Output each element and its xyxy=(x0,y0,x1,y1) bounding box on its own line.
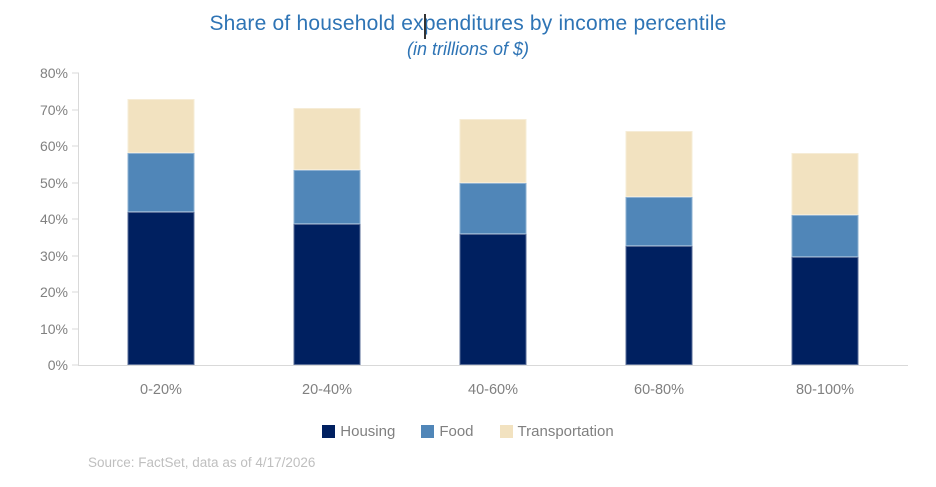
y-tick-mark xyxy=(72,145,79,147)
y-tick-label: 30% xyxy=(39,247,68,264)
legend-swatch-icon xyxy=(322,425,336,438)
bar-segment-housing[interactable] xyxy=(459,233,527,365)
y-tick-mark xyxy=(72,328,79,329)
bar-group-0-20% xyxy=(127,73,195,365)
bar-segment-food[interactable] xyxy=(293,169,361,225)
bar-segment-transportation[interactable] xyxy=(293,107,361,170)
bar-segment-housing[interactable] xyxy=(625,246,693,365)
bar-segment-transportation[interactable] xyxy=(625,131,693,198)
y-tick-mark xyxy=(72,109,79,110)
y-tick-mark xyxy=(72,255,79,256)
text-cursor xyxy=(424,14,426,39)
bar-group-40-60% xyxy=(459,73,527,365)
bar-segment-food[interactable] xyxy=(127,153,195,212)
y-tick-label: 40% xyxy=(39,211,68,227)
bar-segment-housing[interactable] xyxy=(127,211,195,365)
x-tick-label: 40-60% xyxy=(468,382,518,398)
chart-header: Share of household expenditures by incom… xyxy=(0,10,936,60)
y-axis-line xyxy=(72,72,79,366)
y-tick-label: 70% xyxy=(39,101,68,118)
x-tick-label: 20-40% xyxy=(302,382,352,398)
y-tick-mark xyxy=(72,72,79,74)
bar-segment-food[interactable] xyxy=(791,215,859,258)
bar-segment-food[interactable] xyxy=(625,197,693,247)
source-note: Source: FactSet, data as of 4/17/2026 xyxy=(88,455,316,470)
y-tick-label: 10% xyxy=(39,320,68,337)
y-tick-label: 20% xyxy=(39,284,68,300)
legend: Housing Food Transportation xyxy=(0,423,936,440)
bar-group-20-40% xyxy=(293,73,361,365)
bar-segment-food[interactable] xyxy=(459,182,527,234)
bar-group-60-80% xyxy=(625,73,693,365)
x-tick-label: 60-80% xyxy=(634,382,684,398)
legend-label: Transportation xyxy=(517,423,614,440)
y-tick-label: 0% xyxy=(47,357,68,373)
bar-segment-housing[interactable] xyxy=(791,257,859,365)
plot-area xyxy=(78,73,908,366)
chart-title[interactable]: Share of household expenditures by incom… xyxy=(209,12,727,35)
legend-swatch-icon xyxy=(499,425,513,438)
y-tick-label: 80% xyxy=(39,65,68,81)
y-tick-label: 60% xyxy=(39,138,68,154)
x-tick-label: 0-20% xyxy=(140,382,182,398)
bar-group-80-100% xyxy=(791,73,859,365)
bar-segment-transportation[interactable] xyxy=(791,153,859,216)
y-tick-mark xyxy=(72,291,79,293)
y-tick-mark xyxy=(72,364,79,366)
y-tick-mark xyxy=(72,182,79,183)
y-tick-mark xyxy=(72,218,79,220)
legend-item-housing[interactable]: Housing xyxy=(322,423,395,440)
legend-swatch-icon xyxy=(421,425,435,438)
y-axis-labels: 0% 10% 20% 30% 40% 50% 60% 70% 80% xyxy=(0,66,68,372)
legend-label: Food xyxy=(439,423,474,440)
legend-item-transportation[interactable]: Transportation xyxy=(499,423,614,440)
x-tick-label: 80-100% xyxy=(795,382,855,398)
y-tick-label: 50% xyxy=(39,174,68,191)
legend-label: Housing xyxy=(340,423,396,440)
bar-segment-housing[interactable] xyxy=(293,224,361,365)
x-axis-labels: 0-20% 20-40% 40-60% 60-80% 80-100% xyxy=(78,382,908,402)
legend-item-food[interactable]: Food xyxy=(421,423,474,440)
bar-segment-transportation[interactable] xyxy=(127,98,195,154)
bar-segment-transportation[interactable] xyxy=(459,118,527,183)
chart-subtitle[interactable]: (in trillions of $) xyxy=(406,39,530,59)
